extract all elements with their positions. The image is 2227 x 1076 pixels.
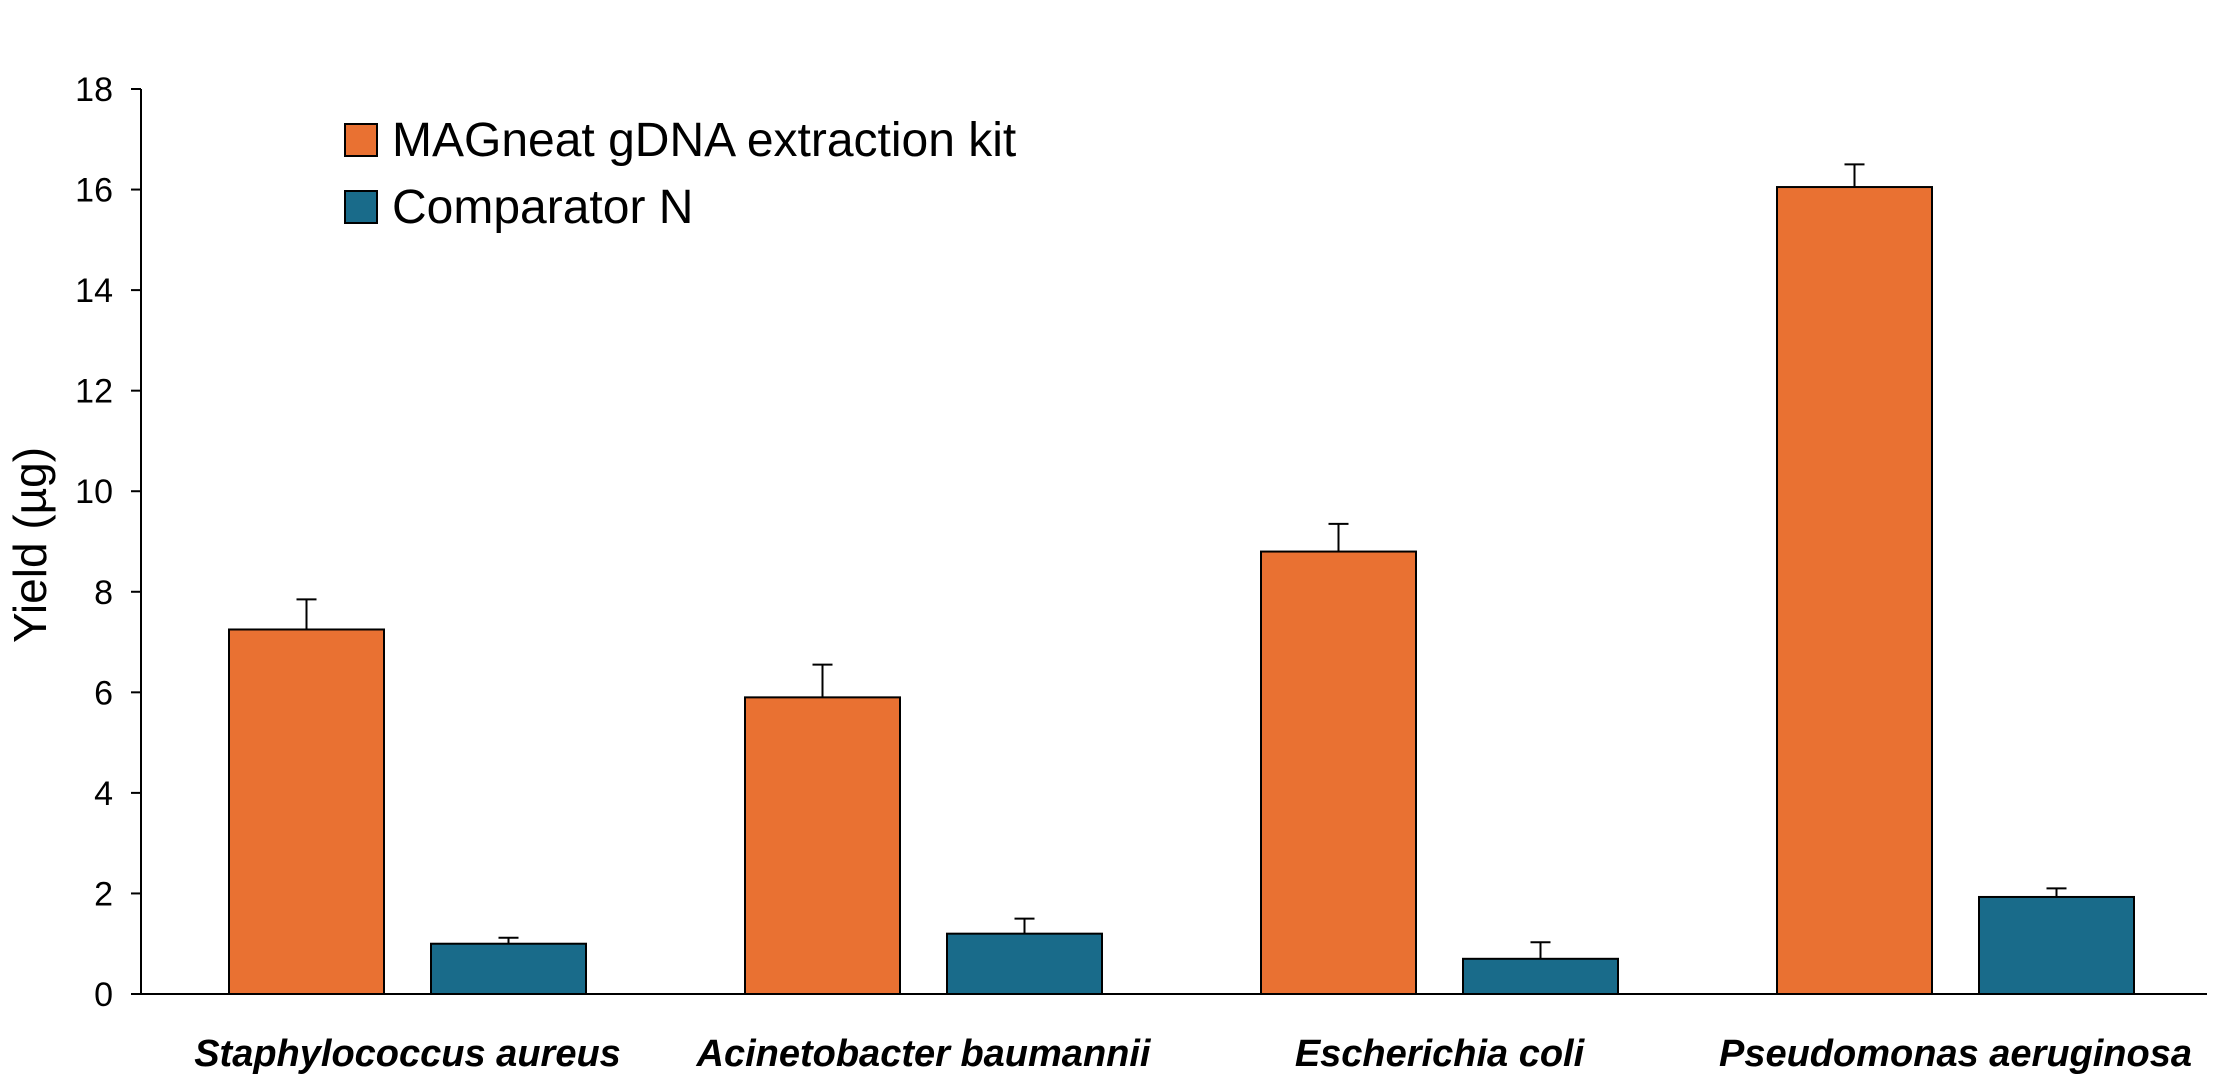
legend-label: Comparator N (392, 181, 693, 234)
legend-swatch (344, 190, 378, 224)
x-category-label: Pseudomonas aeruginosa (1719, 1033, 2192, 1075)
y-tick-label: 16 (75, 172, 113, 210)
bar-magneat (1260, 550, 1417, 995)
y-tick-label: 8 (94, 574, 113, 612)
y-tick-label: 14 (75, 272, 113, 310)
category-labels: Staphylococcus aureus Acinetobacter bauma… (194, 1033, 2192, 1075)
y-tick-label: 10 (75, 473, 113, 511)
y-tick-label: 12 (75, 373, 113, 411)
y-tick-label: 18 (75, 71, 113, 109)
y-tick-label: 6 (94, 674, 113, 712)
y-tick-label: 0 (94, 976, 113, 1014)
legend: MAGneat gDNA extraction kit Comparator N (344, 114, 1016, 234)
y-axis-title: Yield (µg) (4, 447, 56, 643)
y-axis: 0 2 4 6 8 10 12 14 16 18 (75, 71, 142, 1014)
y-tick-label: 2 (94, 875, 113, 913)
bar-comparator-n (946, 932, 1103, 996)
x-category-label: Acinetobacter baumannii (696, 1033, 1152, 1075)
bar-comparator-n (1978, 895, 2135, 995)
error-bars (296, 163, 2067, 959)
bar-magneat (228, 628, 385, 995)
legend-swatch (344, 123, 378, 157)
x-category-label: Staphylococcus aureus (194, 1033, 621, 1075)
x-category-label: Escherichia coli (1295, 1033, 1586, 1075)
bar-comparator-n (1462, 957, 1619, 995)
bar-magneat (744, 696, 901, 995)
bars (228, 186, 2135, 996)
legend-label: MAGneat gDNA extraction kit (392, 114, 1016, 167)
bar-comparator-n (430, 942, 587, 996)
bar-magneat (1776, 186, 1933, 995)
y-tick-label: 4 (94, 775, 113, 813)
